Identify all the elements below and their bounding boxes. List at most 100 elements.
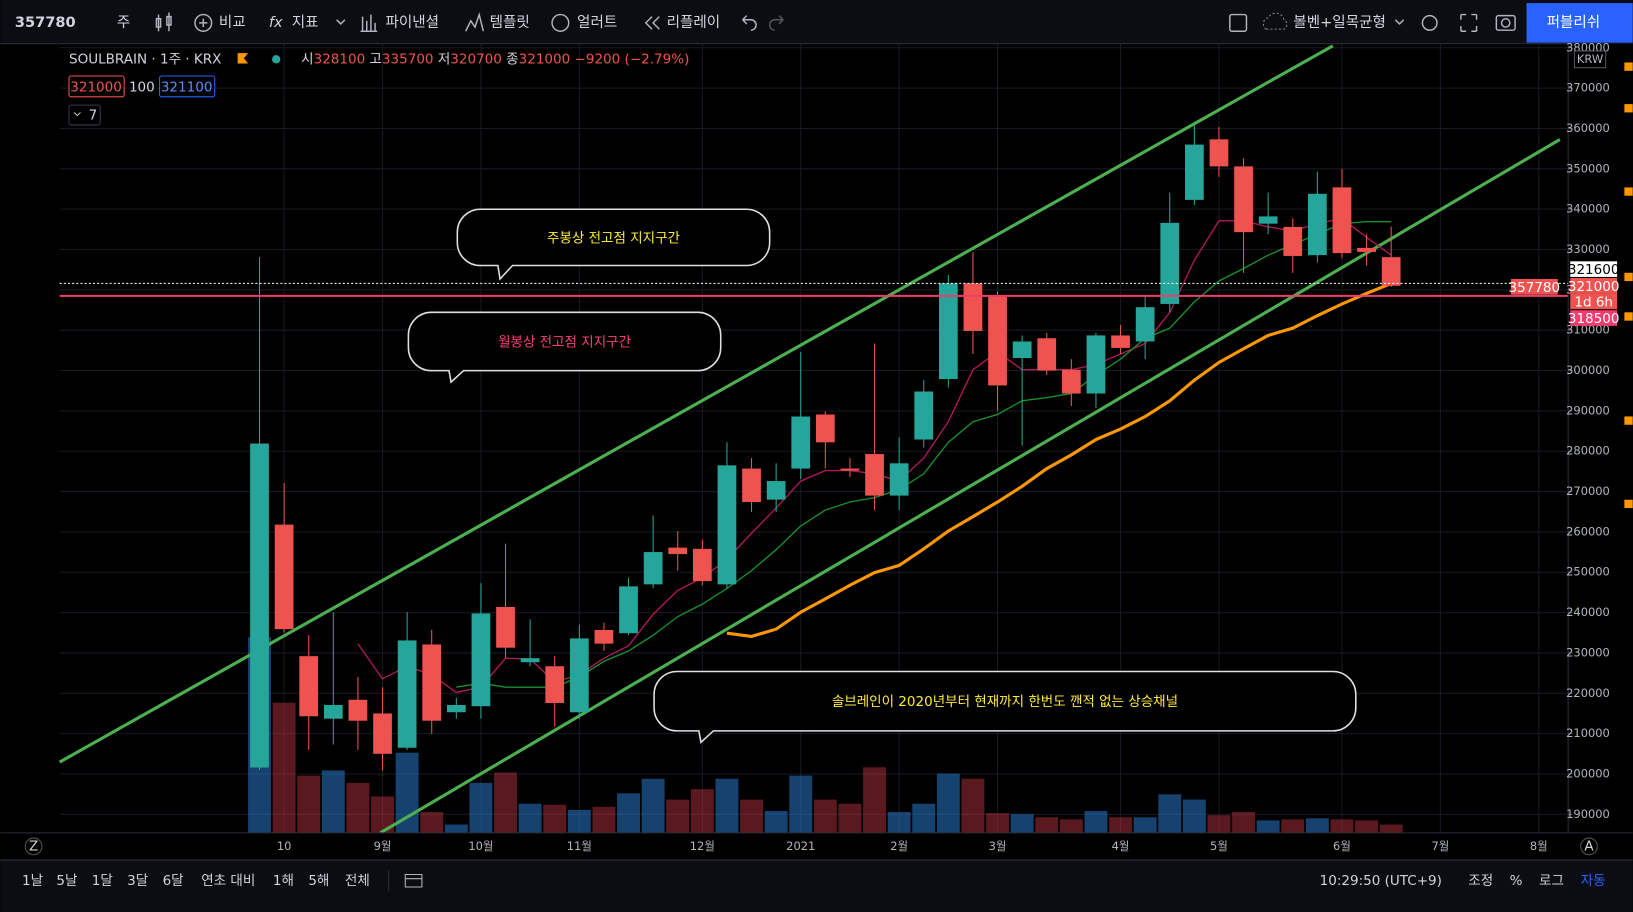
log-toggle[interactable]: 로그 bbox=[1539, 873, 1564, 889]
date-range-icon[interactable] bbox=[404, 874, 423, 888]
indicator-count[interactable]: 7 bbox=[89, 108, 98, 124]
symbol-search[interactable]: 357780 bbox=[15, 14, 76, 31]
scale-marker bbox=[1624, 312, 1633, 321]
y-tick-label: 230000 bbox=[1566, 645, 1610, 659]
bar-countdown: 1d 6h bbox=[1574, 294, 1613, 310]
clock[interactable]: 10:29:50 (UTC+9) bbox=[1320, 873, 1442, 889]
ask-price[interactable]: 321100 bbox=[161, 79, 213, 95]
volume-bar bbox=[567, 809, 591, 833]
dropdown-icon[interactable] bbox=[336, 19, 346, 25]
settings-icon[interactable] bbox=[1421, 14, 1438, 31]
indicators-icon[interactable]: fx bbox=[269, 14, 283, 31]
candle-body bbox=[791, 416, 811, 469]
candle-body bbox=[1012, 341, 1032, 359]
candle-body bbox=[619, 586, 638, 634]
alerts-button[interactable]: 얼러트 bbox=[577, 14, 617, 31]
volume-bar bbox=[494, 772, 517, 833]
low-label: 저 bbox=[438, 51, 450, 67]
publish-button-bg[interactable] bbox=[1526, 3, 1633, 43]
volume-bar bbox=[764, 811, 788, 833]
undo-icon[interactable] bbox=[742, 15, 757, 31]
volume-bar bbox=[1133, 817, 1157, 833]
percent-toggle[interactable]: % bbox=[1510, 873, 1523, 889]
candle-body bbox=[1258, 216, 1278, 224]
ask-box[interactable] bbox=[159, 75, 216, 98]
x-tick-label: 10월 bbox=[468, 839, 493, 853]
callout-text: 솔브레인이 2020년부터 현재까지 한번도 깬적 없는 상승채널 bbox=[832, 694, 1178, 710]
range-button[interactable]: 1해 bbox=[273, 873, 294, 889]
y-tick-label: 210000 bbox=[1566, 726, 1610, 740]
bid-price[interactable]: 321000 bbox=[70, 79, 122, 95]
volume-bar bbox=[986, 813, 1009, 833]
volume-bar bbox=[297, 775, 321, 833]
volume-bar bbox=[961, 778, 985, 833]
auto-scale-circle[interactable] bbox=[1580, 837, 1598, 856]
financials-button[interactable]: 파이낸셜 bbox=[385, 14, 439, 31]
flag-icon[interactable] bbox=[237, 53, 249, 64]
candle-body bbox=[692, 548, 712, 582]
templates-icon[interactable] bbox=[464, 11, 485, 32]
candle-body bbox=[1111, 335, 1130, 348]
fullscreen-icon[interactable] bbox=[1460, 13, 1478, 32]
y-tick-label: 240000 bbox=[1566, 605, 1610, 619]
open-label: 시 bbox=[301, 51, 313, 67]
candle-body bbox=[889, 463, 909, 496]
replay-icon[interactable] bbox=[644, 16, 660, 30]
range-button[interactable]: 연초 대비 bbox=[201, 873, 255, 889]
range-button[interactable]: 5해 bbox=[308, 873, 329, 889]
volume-bar bbox=[912, 803, 936, 833]
range-button[interactable]: 전체 bbox=[345, 873, 370, 889]
scale-marker bbox=[1624, 499, 1633, 509]
range-button[interactable]: 1날 bbox=[22, 873, 43, 889]
range-button[interactable]: 5날 bbox=[56, 873, 77, 889]
x-tick-label: 11월 bbox=[567, 839, 592, 853]
select-box-icon[interactable] bbox=[1229, 13, 1248, 32]
templates-button[interactable]: 템플릿 bbox=[490, 14, 530, 31]
volume-bar bbox=[420, 812, 444, 833]
auto-toggle[interactable]: 자동 bbox=[1581, 873, 1606, 889]
chart-type-icon[interactable] bbox=[155, 12, 172, 32]
legend-symbol[interactable]: SOULBRAIN · 1주 · KRX bbox=[69, 51, 221, 67]
bid-box[interactable] bbox=[68, 75, 125, 98]
range-button[interactable]: 1달 bbox=[92, 873, 113, 889]
x-tick-label: 8월 bbox=[1530, 839, 1548, 853]
callout-text: 월봉상 전고점 지지구간 bbox=[498, 335, 631, 351]
candle-body bbox=[1135, 307, 1155, 342]
replay-button[interactable]: 리플레이 bbox=[667, 14, 721, 31]
low-value: 320700 bbox=[450, 51, 502, 67]
last-price-label-bg bbox=[1570, 277, 1618, 294]
indicator-toggle[interactable] bbox=[68, 104, 101, 126]
compare-icon[interactable] bbox=[194, 13, 213, 32]
publish-button[interactable]: 퍼블리쉬 bbox=[1547, 14, 1601, 31]
timezone-circle[interactable] bbox=[24, 837, 43, 856]
indicators-button[interactable]: 지표 bbox=[292, 14, 319, 31]
range-button[interactable]: 3달 bbox=[127, 873, 148, 889]
interval[interactable]: 주 bbox=[117, 14, 130, 31]
high-label: 고 bbox=[370, 51, 382, 67]
scale-marker bbox=[1624, 272, 1633, 282]
volume-bar bbox=[1330, 819, 1354, 833]
candle-body bbox=[914, 391, 934, 440]
change-percent: (−2.79%) bbox=[625, 51, 690, 67]
callout-box bbox=[407, 311, 722, 384]
compare-button[interactable]: 비교 bbox=[219, 14, 246, 31]
layout-name[interactable]: 볼벤+일목균형 bbox=[1293, 14, 1386, 31]
financials-icon[interactable] bbox=[360, 14, 378, 32]
candle-body bbox=[1283, 226, 1303, 256]
volume-bar bbox=[371, 796, 394, 833]
snapshot-icon[interactable] bbox=[1495, 14, 1516, 31]
adjust-toggle[interactable]: 조정 bbox=[1468, 873, 1493, 889]
bar-countdown-bg bbox=[1570, 293, 1618, 310]
candle-body bbox=[1086, 335, 1106, 394]
range-button[interactable]: 6달 bbox=[163, 873, 184, 889]
time-axis-bg bbox=[0, 832, 1633, 860]
alerts-icon[interactable] bbox=[551, 13, 570, 32]
layout-dropdown[interactable] bbox=[1394, 19, 1405, 25]
volume-bar bbox=[592, 806, 616, 833]
redo-icon[interactable] bbox=[769, 15, 784, 31]
candle-body bbox=[766, 481, 786, 500]
volume-bar bbox=[1158, 794, 1182, 833]
candle-body bbox=[250, 443, 269, 768]
